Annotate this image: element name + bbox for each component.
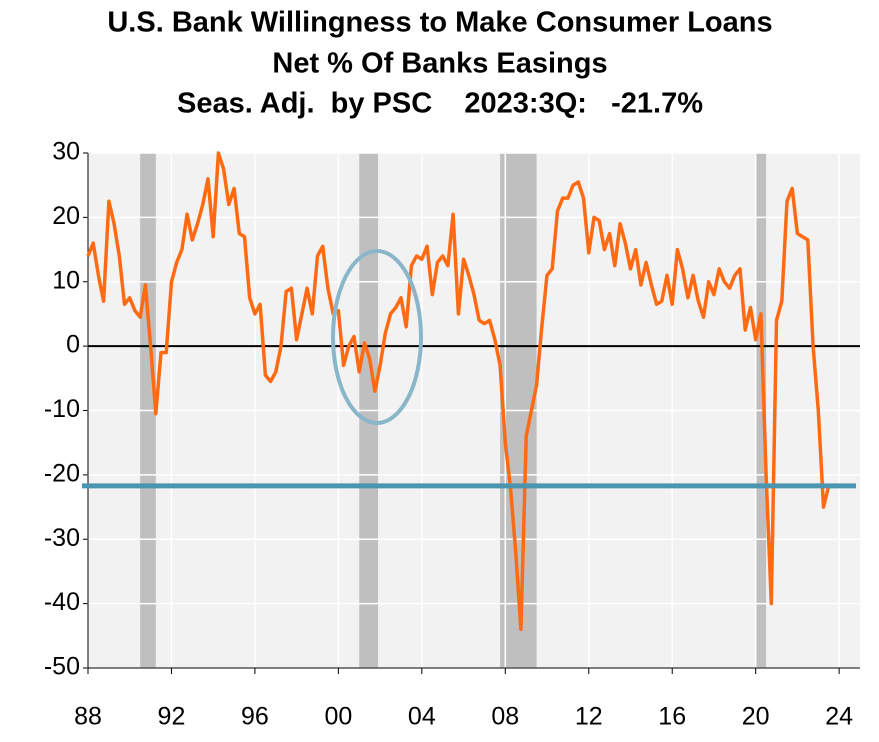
highlight-circle <box>331 249 423 425</box>
data-line <box>86 151 831 632</box>
x-tick-label: 12 <box>575 703 603 731</box>
chart-note: Seas. Adj. by PSC 2023:3Q: -21.7% <box>177 88 703 120</box>
x-tick-label: 08 <box>491 703 519 731</box>
x-tick-label: 92 <box>158 703 186 731</box>
y-tick-label: -20 <box>44 459 80 487</box>
y-tick-label: -30 <box>44 524 80 552</box>
chart-title: U.S. Bank Willingness to Make Consumer L… <box>107 7 772 39</box>
y-tick-label: 30 <box>52 138 80 166</box>
y-tick-label: 0 <box>66 331 80 359</box>
x-tick-label: 20 <box>742 703 770 731</box>
x-tick-label: 96 <box>241 703 269 731</box>
y-tick-label: -40 <box>44 588 80 616</box>
marks <box>82 151 856 632</box>
grid: -50 -40 -30 -20 -10 0 10 20 30 88 92 96 00 04 08 12 16 20… <box>44 138 860 731</box>
x-tick-label: 04 <box>408 703 436 731</box>
x-tick-label: 24 <box>825 703 853 731</box>
x-tick-label: 16 <box>658 703 686 731</box>
chart-subtitle: Net % Of Banks Easings <box>272 48 607 80</box>
y-tick-label: 20 <box>52 202 80 230</box>
x-tick-label: 88 <box>74 703 102 731</box>
y-tick-label: -10 <box>44 395 80 423</box>
y-tick-label: -50 <box>44 653 80 681</box>
x-tick-label: 00 <box>324 703 352 731</box>
y-tick-label: 10 <box>52 266 80 294</box>
